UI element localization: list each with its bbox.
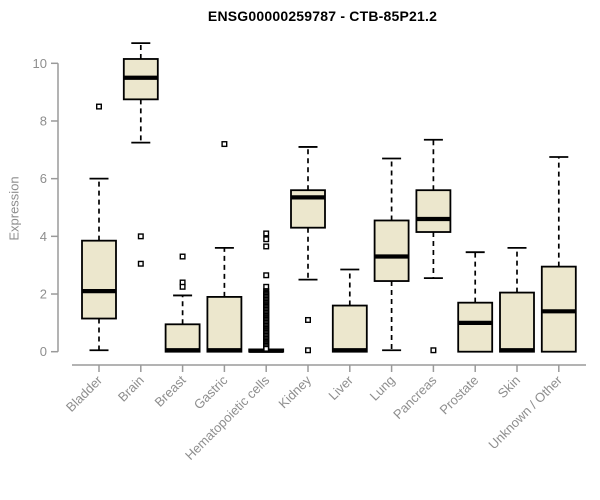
boxplot-unknown-other[interactable] — [540, 156, 577, 353]
x-tick-label: Kidney — [275, 372, 314, 411]
chart-title: ENSG00000259787 - CTB-85P21.2 — [207, 8, 438, 24]
box-iqr — [164, 323, 201, 353]
y-tick-label: 0 — [40, 344, 47, 359]
outlier-point[interactable] — [263, 345, 270, 352]
box-iqr — [499, 291, 535, 353]
outlier-point[interactable] — [263, 230, 270, 237]
boxplot-breast[interactable] — [164, 253, 201, 353]
y-tick-label: 10 — [33, 56, 47, 71]
outlier-point[interactable] — [263, 236, 270, 243]
y-tick-label: 8 — [40, 113, 47, 128]
boxplot-hematopoietic-cells[interactable] — [248, 230, 285, 353]
box-iqr — [81, 239, 117, 320]
x-tick-label: Skin — [495, 373, 523, 401]
outlier-point[interactable] — [430, 347, 437, 354]
box-iqr — [373, 219, 410, 282]
outlier-point[interactable] — [305, 347, 312, 354]
boxplot-skin[interactable] — [499, 246, 535, 353]
y-tick-label: 4 — [40, 229, 47, 244]
y-tick-label: 6 — [40, 171, 47, 186]
x-tick-label: Lung — [367, 373, 398, 404]
box-iqr — [206, 296, 243, 353]
outlier-point[interactable] — [179, 253, 186, 260]
boxplot-kidney[interactable] — [290, 146, 326, 354]
x-tick-label: Unknown / Other — [485, 372, 565, 452]
outlier-point[interactable] — [221, 141, 228, 148]
x-tick-label: Liver — [325, 372, 356, 403]
y-axis: 0 2 4 6 8 10 — [33, 56, 59, 359]
outlier-point[interactable] — [305, 316, 312, 323]
boxplot-gastric[interactable] — [206, 141, 243, 353]
box-iqr — [540, 265, 577, 353]
x-tick-label: Bladder — [63, 372, 106, 415]
y-tick-label: 2 — [40, 287, 47, 302]
outlier-point[interactable] — [137, 260, 144, 267]
box-iqr — [331, 304, 368, 353]
box-iqr — [457, 301, 494, 353]
outlier-point[interactable] — [95, 103, 102, 110]
x-tick-label: Prostate — [436, 373, 481, 418]
x-tick-label: Breast — [152, 372, 189, 409]
outlier-point[interactable] — [263, 243, 270, 250]
boxplot-pancreas[interactable] — [415, 138, 452, 354]
outlier-point[interactable] — [179, 283, 186, 290]
boxplot-lung[interactable] — [373, 157, 410, 352]
outlier-point[interactable] — [137, 233, 144, 240]
boxplot-liver[interactable] — [331, 268, 368, 353]
x-tick-label: Brain — [115, 373, 147, 405]
x-tick-label: Pancreas — [390, 372, 440, 422]
box-iqr — [415, 189, 452, 233]
x-tick-label: Gastric — [191, 372, 231, 412]
outlier-point[interactable] — [263, 272, 270, 279]
boxplot-prostate[interactable] — [457, 251, 494, 353]
boxplot-bladder[interactable] — [81, 103, 117, 352]
boxplot-brain[interactable] — [122, 42, 159, 267]
